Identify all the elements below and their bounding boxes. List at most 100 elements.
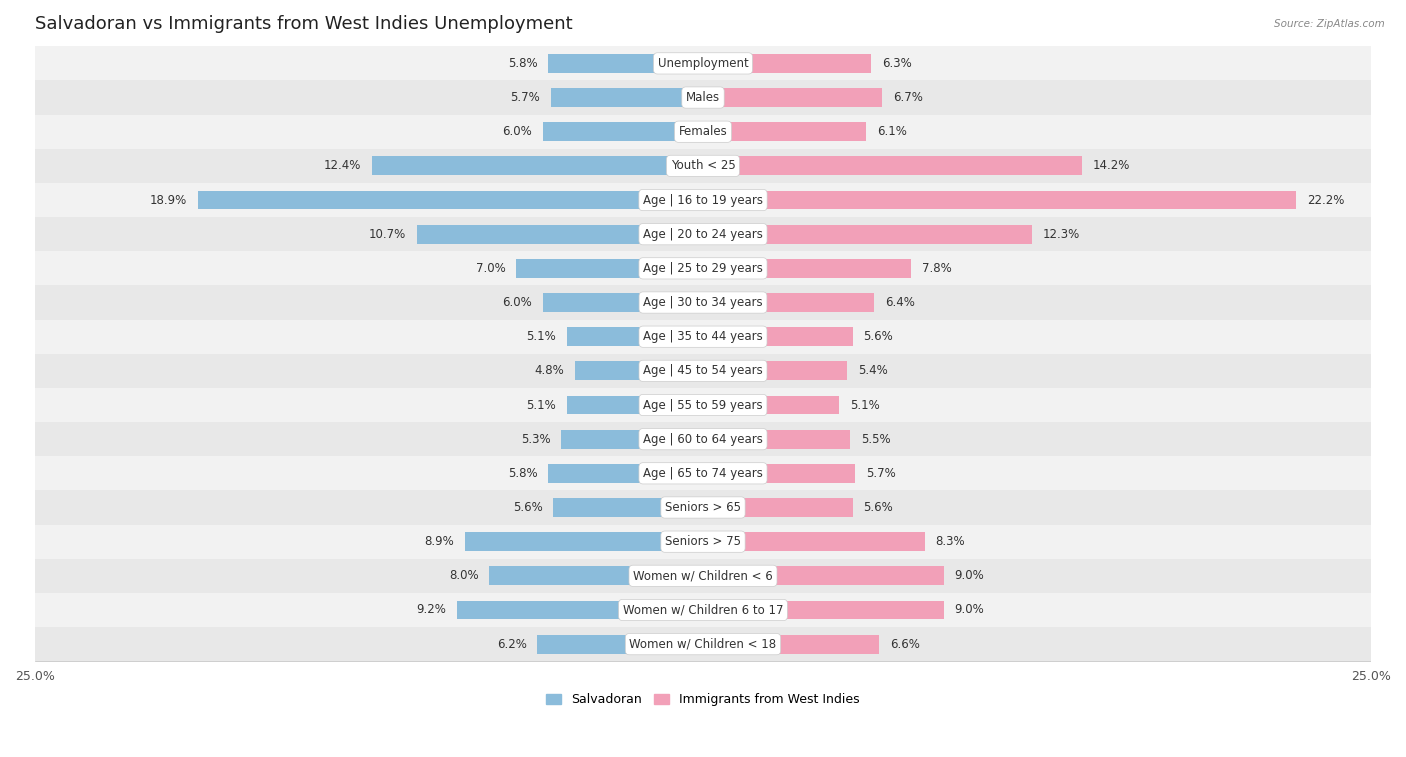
Text: 8.0%: 8.0%: [449, 569, 478, 582]
Bar: [703, 123, 866, 141]
Bar: [567, 327, 703, 346]
Bar: [703, 396, 839, 414]
Text: 5.3%: 5.3%: [522, 433, 551, 446]
Bar: [516, 259, 703, 278]
Bar: [35, 525, 1371, 559]
Bar: [703, 191, 1296, 210]
Text: 5.1%: 5.1%: [851, 398, 880, 412]
Text: 6.0%: 6.0%: [502, 296, 531, 309]
Bar: [489, 566, 703, 585]
Text: 12.4%: 12.4%: [323, 160, 361, 173]
Text: 5.7%: 5.7%: [866, 467, 896, 480]
Text: 6.1%: 6.1%: [877, 125, 907, 139]
Bar: [418, 225, 703, 244]
Text: Unemployment: Unemployment: [658, 57, 748, 70]
Text: Source: ZipAtlas.com: Source: ZipAtlas.com: [1274, 19, 1385, 29]
Bar: [371, 157, 703, 176]
Text: 6.4%: 6.4%: [884, 296, 914, 309]
Text: 5.5%: 5.5%: [860, 433, 890, 446]
Bar: [548, 54, 703, 73]
Text: 12.3%: 12.3%: [1042, 228, 1080, 241]
Bar: [35, 627, 1371, 661]
Text: Women w/ Children 6 to 17: Women w/ Children 6 to 17: [623, 603, 783, 616]
Text: 8.3%: 8.3%: [935, 535, 965, 548]
Bar: [35, 114, 1371, 149]
Bar: [537, 635, 703, 653]
Bar: [548, 464, 703, 483]
Bar: [561, 430, 703, 449]
Text: Women w/ Children < 18: Women w/ Children < 18: [630, 637, 776, 651]
Bar: [703, 88, 882, 107]
Text: 10.7%: 10.7%: [370, 228, 406, 241]
Bar: [703, 464, 855, 483]
Text: 8.9%: 8.9%: [425, 535, 454, 548]
Text: 5.4%: 5.4%: [858, 364, 887, 377]
Text: Age | 65 to 74 years: Age | 65 to 74 years: [643, 467, 763, 480]
Bar: [35, 149, 1371, 183]
Text: 6.2%: 6.2%: [496, 637, 527, 651]
Text: 5.6%: 5.6%: [513, 501, 543, 514]
Bar: [35, 593, 1371, 627]
Text: Seniors > 65: Seniors > 65: [665, 501, 741, 514]
Bar: [35, 285, 1371, 319]
Text: Salvadoran vs Immigrants from West Indies Unemployment: Salvadoran vs Immigrants from West Indie…: [35, 15, 572, 33]
Text: 9.0%: 9.0%: [955, 603, 984, 616]
Text: 7.0%: 7.0%: [475, 262, 505, 275]
Bar: [575, 361, 703, 380]
Text: 5.6%: 5.6%: [863, 330, 893, 343]
Bar: [703, 157, 1083, 176]
Text: 18.9%: 18.9%: [150, 194, 187, 207]
Bar: [703, 635, 879, 653]
Bar: [703, 532, 925, 551]
Text: Males: Males: [686, 91, 720, 104]
Text: 9.2%: 9.2%: [416, 603, 447, 616]
Bar: [703, 430, 851, 449]
Bar: [35, 251, 1371, 285]
Text: 5.1%: 5.1%: [526, 398, 555, 412]
Bar: [703, 225, 1032, 244]
Bar: [35, 388, 1371, 422]
Text: 7.8%: 7.8%: [922, 262, 952, 275]
Text: 5.8%: 5.8%: [508, 57, 537, 70]
Text: Age | 60 to 64 years: Age | 60 to 64 years: [643, 433, 763, 446]
Bar: [35, 456, 1371, 491]
Bar: [35, 559, 1371, 593]
Text: Age | 35 to 44 years: Age | 35 to 44 years: [643, 330, 763, 343]
Text: 4.8%: 4.8%: [534, 364, 564, 377]
Bar: [703, 498, 852, 517]
Bar: [703, 566, 943, 585]
Text: Seniors > 75: Seniors > 75: [665, 535, 741, 548]
Bar: [35, 491, 1371, 525]
Bar: [703, 293, 875, 312]
Bar: [543, 293, 703, 312]
Bar: [457, 600, 703, 619]
Text: 5.6%: 5.6%: [863, 501, 893, 514]
Text: Age | 25 to 29 years: Age | 25 to 29 years: [643, 262, 763, 275]
Bar: [35, 46, 1371, 80]
Text: 5.7%: 5.7%: [510, 91, 540, 104]
Text: Age | 45 to 54 years: Age | 45 to 54 years: [643, 364, 763, 377]
Text: Women w/ Children < 6: Women w/ Children < 6: [633, 569, 773, 582]
Bar: [35, 80, 1371, 114]
Text: 6.7%: 6.7%: [893, 91, 922, 104]
Text: Females: Females: [679, 125, 727, 139]
Text: 6.0%: 6.0%: [502, 125, 531, 139]
Text: 14.2%: 14.2%: [1092, 160, 1130, 173]
Text: Age | 30 to 34 years: Age | 30 to 34 years: [643, 296, 763, 309]
Text: Youth < 25: Youth < 25: [671, 160, 735, 173]
Bar: [35, 354, 1371, 388]
Text: Age | 55 to 59 years: Age | 55 to 59 years: [643, 398, 763, 412]
Text: Age | 20 to 24 years: Age | 20 to 24 years: [643, 228, 763, 241]
Bar: [703, 600, 943, 619]
Bar: [198, 191, 703, 210]
Text: 9.0%: 9.0%: [955, 569, 984, 582]
Bar: [35, 217, 1371, 251]
Bar: [703, 259, 911, 278]
Bar: [35, 422, 1371, 456]
Legend: Salvadoran, Immigrants from West Indies: Salvadoran, Immigrants from West Indies: [541, 688, 865, 712]
Bar: [703, 54, 872, 73]
Bar: [554, 498, 703, 517]
Bar: [703, 361, 848, 380]
Bar: [465, 532, 703, 551]
Bar: [567, 396, 703, 414]
